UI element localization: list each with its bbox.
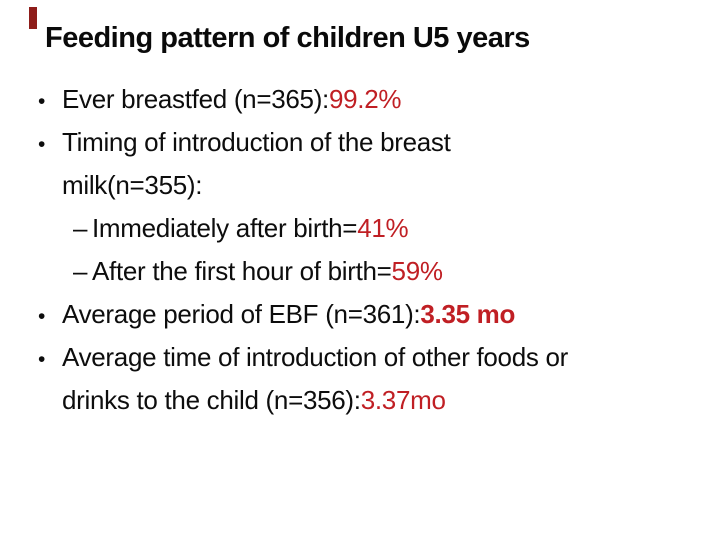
dot-bullet-marker: • [38, 348, 46, 371]
text-segment: 99.2% [328, 84, 402, 114]
text-segment: drinks to the child (n=356): [62, 385, 361, 415]
dash-bullet-marker: – [73, 256, 88, 286]
text-segment: Average period of EBF (n=361): [62, 299, 421, 329]
sub-bullet-line: – Immediately after birth= 41% [73, 207, 698, 250]
bullet-line: milk(n=355): [38, 164, 698, 207]
text-segment: 41% [357, 213, 409, 243]
text-segment: Ever breastfed (n=365): [62, 84, 329, 114]
text-segment: Average time of introduction of other fo… [62, 342, 569, 372]
bullet-line: • Average time of introduction of other f… [38, 336, 698, 379]
text-segment: Immediately after birth= [92, 213, 358, 243]
accent-bar [29, 7, 37, 29]
text-segment: 3.35 mo [420, 299, 516, 329]
bullet-line: drinks to the child (n=356): 3.37mo [38, 379, 698, 422]
sub-bullet-line: – After the first hour of birth= 59% [73, 250, 698, 293]
text-segment: 59% [391, 256, 443, 286]
bullet-line: • Ever breastfed (n=365): 99.2% [38, 78, 698, 121]
slide-title: Feeding pattern of children U5 years [45, 22, 530, 54]
text-segment: Timing of introduction of the breast [62, 127, 451, 157]
dash-bullet-marker: – [73, 213, 88, 243]
text-segment: milk(n=355): [62, 170, 203, 200]
text-segment: 3.37mo [360, 385, 446, 415]
dot-bullet-marker: • [38, 90, 46, 113]
bullet-line: • Timing of introduction of the breast [38, 121, 698, 164]
text-segment: After the first hour of birth= [92, 256, 392, 286]
dot-bullet-marker: • [38, 133, 46, 156]
dot-bullet-marker: • [38, 305, 46, 328]
bullet-line: • Average period of EBF (n=361): 3.35 mo [38, 293, 698, 336]
bullet-list: • Ever breastfed (n=365): 99.2% • Timing of… [38, 78, 698, 422]
